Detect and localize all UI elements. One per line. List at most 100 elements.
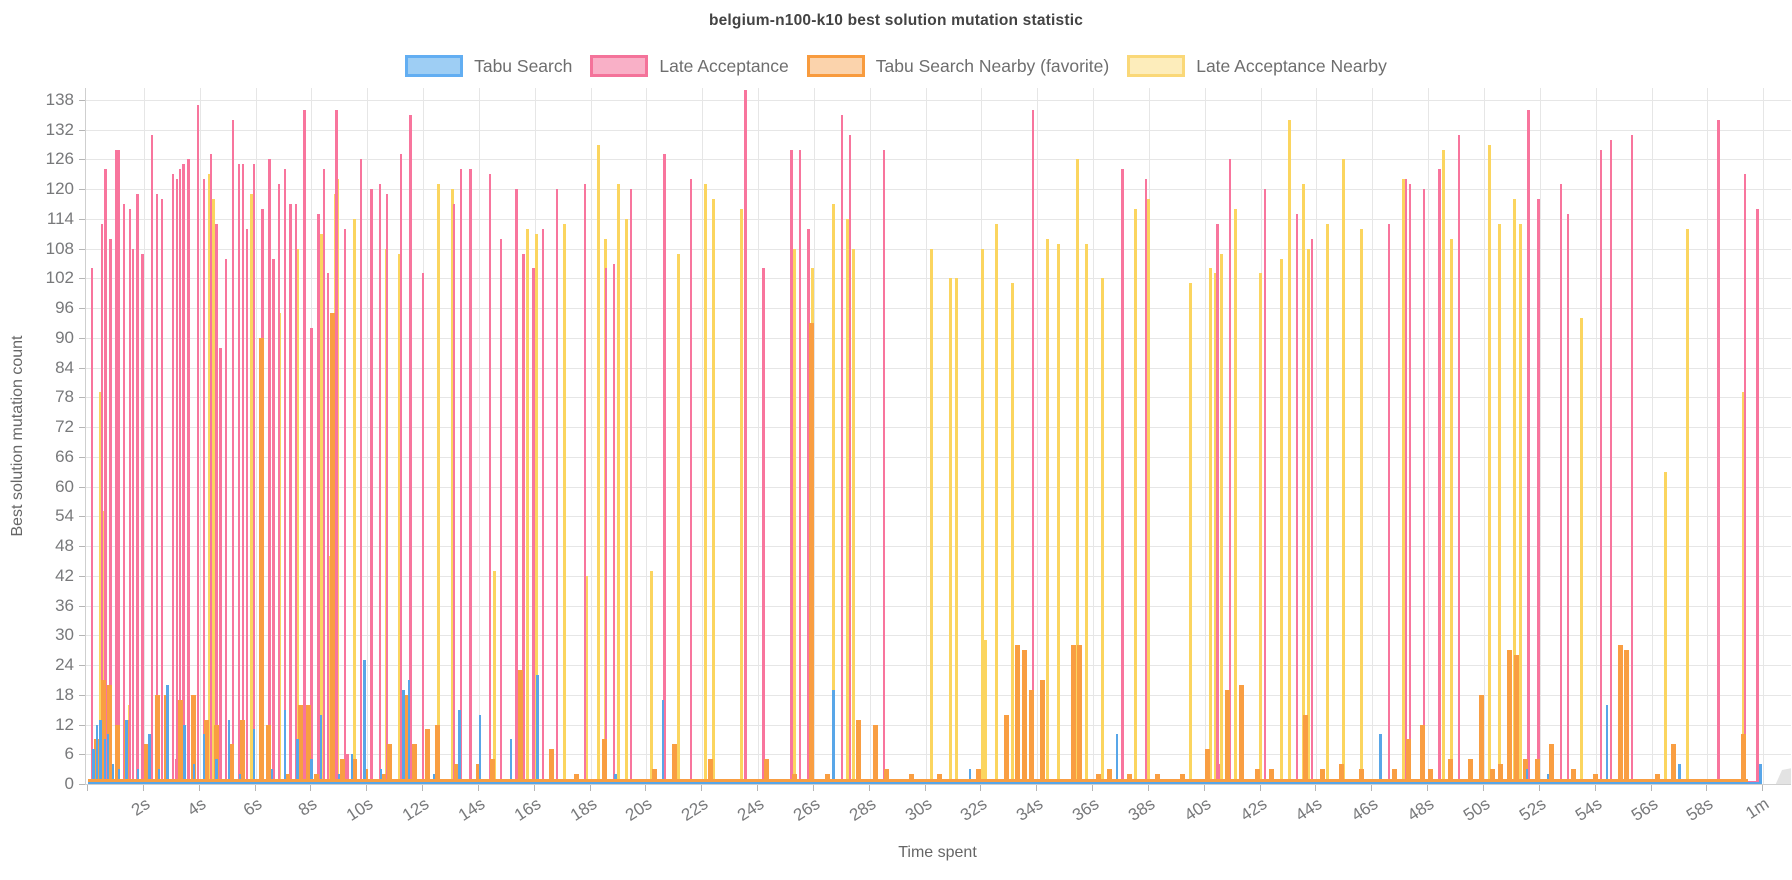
y-tick-mark: [79, 754, 85, 756]
bar-tabu-search: [402, 689, 405, 784]
bar-tabu-search-nearby-favorite: [708, 759, 714, 784]
bar-late-acceptance: [197, 104, 200, 784]
bar-late-acceptance: [849, 134, 852, 784]
bar-late-acceptance-nearby: [1259, 273, 1263, 784]
y-tick-mark: [79, 575, 85, 577]
bar-late-acceptance: [378, 184, 381, 784]
bar-late-acceptance: [225, 258, 228, 784]
bar-late-acceptance-nearby: [1306, 248, 1310, 784]
bar-tabu-search-nearby-favorite: [1076, 645, 1082, 784]
bar-late-acceptance: [1717, 119, 1720, 784]
y-tick-mark: [79, 308, 85, 310]
gridline-y: [86, 189, 1791, 191]
bar-late-acceptance-nearby: [1056, 243, 1060, 784]
bar-tabu-search-nearby-favorite: [808, 323, 814, 784]
bar-tabu-search-nearby-favorite: [1269, 769, 1275, 784]
y-tick-mark: [79, 129, 85, 131]
bar-late-acceptance: [278, 184, 281, 784]
x-tick-label: 56s: [1627, 794, 1661, 825]
gridline-y: [86, 278, 1791, 280]
bar-tabu-search-nearby-favorite: [1534, 759, 1540, 784]
legend-item-tabu-search[interactable]: Tabu Search: [405, 55, 572, 77]
bar-tabu-search-nearby-favorite: [1238, 684, 1244, 784]
bar-tabu-search-nearby-favorite: [1339, 764, 1345, 784]
bar-tabu-search: [1678, 764, 1681, 784]
bar-tabu-search-nearby-favorite: [1302, 714, 1308, 784]
bar-late-acceptance: [346, 754, 349, 784]
y-tick-label: 132: [45, 119, 74, 139]
legend-item-tabu-search-nearby-favorite[interactable]: Tabu Search Nearby (favorite): [806, 55, 1109, 77]
bar-tabu-search: [350, 754, 354, 784]
y-tick-label: 90: [55, 327, 74, 347]
x-tick-label: 38s: [1124, 794, 1159, 825]
bar-tabu-search-nearby-favorite: [1004, 714, 1010, 784]
bar-tabu-search-nearby-favorite: [1523, 759, 1529, 784]
x-tick-mark: [1762, 785, 1764, 791]
y-tick-mark: [79, 516, 85, 518]
bar-late-acceptance-nearby: [1742, 392, 1746, 784]
gridline-x: [590, 88, 592, 784]
bar-tabu-search: [183, 724, 186, 784]
bar-late-acceptance: [141, 253, 144, 784]
gridline-x: [143, 88, 145, 784]
x-tick-mark: [812, 785, 814, 791]
x-axis-title: Time spent: [898, 844, 977, 861]
bar-late-acceptance: [90, 268, 94, 784]
bar-late-acceptance: [1422, 189, 1426, 784]
bar-late-acceptance: [1537, 199, 1540, 784]
x-tick-label: 30s: [901, 794, 935, 825]
y-tick-mark: [79, 337, 85, 339]
gridline-x: [702, 88, 704, 784]
bar-late-acceptance: [1609, 139, 1613, 784]
bar-tabu-search-nearby-favorite: [1570, 769, 1576, 784]
y-tick-mark: [79, 427, 85, 429]
bar-late-acceptance-nearby: [981, 248, 985, 784]
bar-late-acceptance-nearby: [436, 184, 440, 784]
y-tick-label: 102: [45, 268, 74, 288]
bar-late-acceptance: [1216, 223, 1219, 784]
bar-late-acceptance-nearby: [353, 218, 357, 784]
y-tick-mark: [79, 397, 85, 399]
y-tick-label: 6: [64, 744, 74, 764]
bar-late-acceptance: [370, 189, 373, 784]
timefold-watermark: timefold: [1754, 756, 1791, 784]
x-tick-mark: [254, 785, 256, 791]
bar-tabu-search: [1379, 734, 1382, 784]
bar-late-acceptance-nearby: [792, 248, 796, 784]
gridline-y: [86, 427, 1791, 429]
bar-late-acceptance-nearby: [1497, 223, 1501, 784]
bar-late-acceptance: [1743, 174, 1747, 784]
bar-late-acceptance: [151, 134, 154, 784]
bar-late-acceptance: [219, 347, 222, 784]
gridline-y: [86, 248, 1791, 250]
bar-late-acceptance: [469, 169, 472, 784]
gridline-x: [1093, 88, 1095, 784]
x-tick-label: 54s: [1571, 794, 1606, 825]
bar-tabu-search-nearby-favorite: [306, 704, 312, 784]
bar-late-acceptance: [1527, 109, 1530, 784]
bar-late-acceptance: [128, 209, 132, 784]
bar-late-acceptance-nearby: [333, 194, 337, 784]
bar-tabu-search-nearby-favorite: [363, 769, 369, 784]
legend-item-late-acceptance[interactable]: Late Acceptance: [590, 55, 789, 77]
legend-label: Late Acceptance: [659, 55, 789, 76]
gridline-x: [646, 88, 648, 784]
legend-item-late-acceptance-nearby[interactable]: Late Acceptance Nearby: [1127, 55, 1387, 77]
bar-tabu-search-nearby-favorite: [424, 729, 430, 784]
gridline-x: [1484, 88, 1485, 784]
bar-late-acceptance: [1295, 213, 1299, 784]
y-tick-label: 114: [46, 208, 74, 228]
bar-tabu-search-nearby-favorite: [240, 719, 246, 784]
bar-tabu-search: [125, 719, 128, 784]
bar-tabu-search: [157, 769, 161, 784]
bar-late-acceptance-nearby: [207, 174, 211, 784]
y-tick-label: 12: [55, 714, 74, 734]
bar-late-acceptance: [123, 204, 126, 784]
legend-label: Late Acceptance Nearby: [1196, 55, 1387, 76]
bar-late-acceptance: [241, 164, 245, 784]
y-tick-label: 138: [45, 89, 74, 109]
bar-late-acceptance: [1404, 179, 1407, 784]
bar-late-acceptance-nearby: [319, 233, 323, 784]
bar-late-acceptance-nearby: [1686, 228, 1690, 784]
